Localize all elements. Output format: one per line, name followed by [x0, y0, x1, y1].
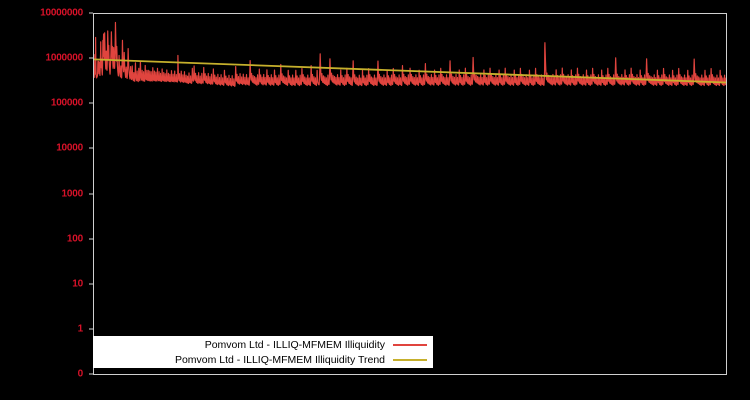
y-tick-label-1000000: 1000000 [45, 52, 83, 64]
y-tick-mark-1000 [89, 193, 93, 194]
chart-legend[interactable]: Pomvom Ltd - ILLIQ-MFMEM Illiquidity Pom… [93, 336, 433, 368]
y-tick-label-1: 1 [77, 323, 84, 335]
y-tick-label-1000: 1000 [61, 188, 84, 199]
y-tick-mark-100 [89, 238, 93, 240]
y-tick-label-10000000: 10000000 [40, 7, 83, 19]
y-tick-mark-100000 [89, 102, 93, 104]
y-axis: 10000000 1000000 100000 10000 1000 100 10 1 0 [0, 0, 93, 400]
y-tick-label-10: 10 [72, 278, 83, 290]
legend-swatch-series [393, 343, 427, 346]
legend-swatch-trend [393, 358, 427, 361]
y-tick-label-100: 100 [66, 233, 83, 245]
y-tick-label-0: 0 [77, 368, 84, 380]
illiquidity-trend-line [94, 58, 726, 84]
y-tick-mark-1 [89, 328, 93, 330]
legend-entry-trend[interactable]: Pomvom Ltd - ILLIQ-MFMEM Illiquidity Tre… [93, 352, 433, 367]
y-tick-mark-10 [89, 283, 93, 285]
legend-entry-series[interactable]: Pomvom Ltd - ILLIQ-MFMEM Illiquidity [93, 337, 433, 352]
legend-label-trend: Pomvom Ltd - ILLIQ-MFMEM Illiquidity Tre… [174, 353, 385, 366]
y-tick-label-100000: 100000 [50, 97, 83, 109]
legend-label-series: Pomvom Ltd - ILLIQ-MFMEM Illiquidity [204, 338, 385, 351]
plot-area [93, 13, 727, 375]
plot-svg [94, 21, 726, 87]
y-tick-mark-10000000 [89, 12, 93, 14]
y-tick-mark-0 [89, 373, 93, 375]
illiquidity-series-line [94, 21, 726, 87]
y-tick-label-10000: 10000 [56, 142, 83, 154]
y-tick-mark-1000000 [89, 57, 93, 59]
y-tick-mark-10000 [89, 147, 93, 149]
